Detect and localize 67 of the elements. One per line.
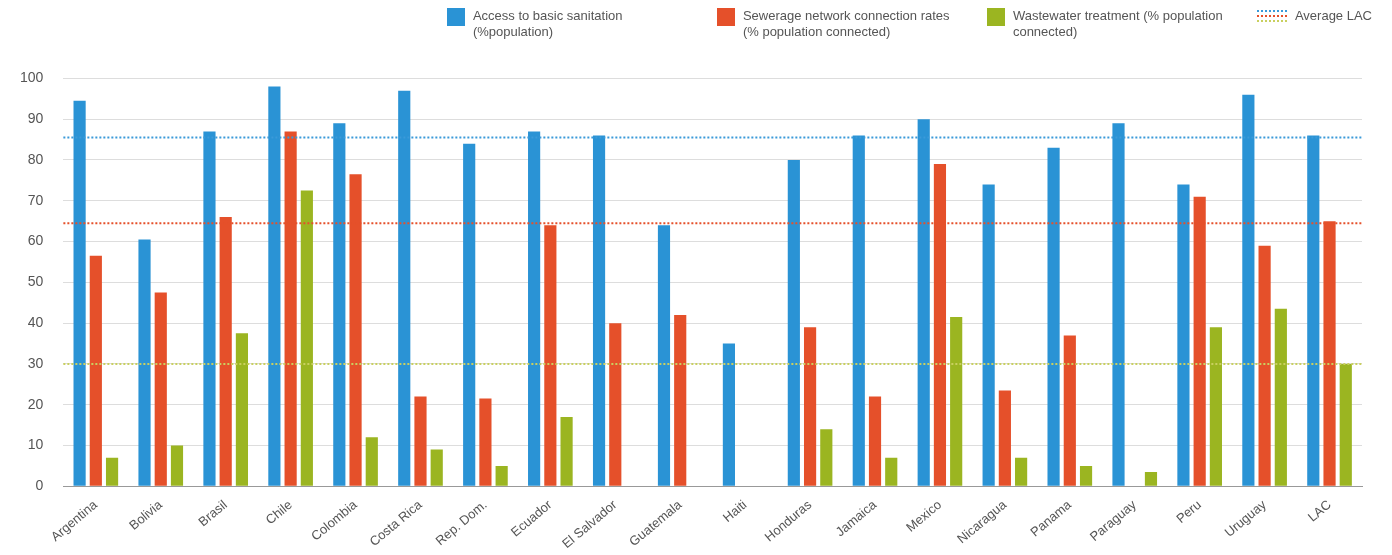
bar [138, 239, 151, 486]
bar [154, 292, 167, 486]
bar [105, 457, 119, 486]
bar [852, 135, 865, 486]
bar [787, 159, 800, 486]
bar [674, 314, 687, 486]
x-tick-label: LAC [1304, 496, 1334, 525]
y-tick-label: 90 [27, 110, 44, 127]
bar [333, 123, 346, 486]
bar [268, 86, 281, 486]
bar [203, 131, 216, 486]
bar [1339, 363, 1352, 486]
x-tick-label: Peru [1173, 496, 1204, 526]
y-tick-label: 80 [27, 150, 44, 167]
bar [592, 135, 606, 486]
bar [1063, 335, 1076, 486]
bar [1307, 135, 1320, 486]
legend-label: Wastewater treatment (% population connected) [1012, 8, 1223, 40]
bar [1047, 147, 1060, 486]
bar [1209, 327, 1222, 486]
bar [609, 323, 622, 486]
bar [1015, 457, 1028, 486]
bar [1258, 245, 1271, 486]
bar [430, 449, 443, 486]
bar [885, 457, 898, 486]
legend-label: Access to basic sanitation (%population) [472, 8, 624, 40]
bar [495, 465, 508, 486]
bar [365, 437, 378, 486]
bar [1274, 308, 1287, 486]
bar [1144, 472, 1158, 486]
bar [235, 333, 249, 486]
bar [89, 255, 102, 486]
bar [820, 429, 833, 486]
bar [950, 317, 963, 486]
bar [1242, 94, 1255, 486]
bar [998, 390, 1011, 486]
bar [1112, 123, 1125, 486]
bar [560, 416, 573, 486]
bar [1177, 184, 1190, 486]
y-tick-label: 100 [20, 69, 44, 86]
bar [479, 398, 492, 486]
y-tick-label: 50 [27, 273, 44, 290]
bar [1079, 465, 1093, 486]
x-tick-label: Chile [262, 496, 295, 528]
y-tick-label: 10 [27, 436, 44, 453]
bar [463, 143, 476, 486]
legend-label: Sewerage network connection rates (% population connected) [742, 8, 951, 40]
bar [73, 100, 86, 486]
bar [722, 343, 735, 486]
x-tick-label: Rep. Dom. [432, 496, 490, 549]
legend-label: Average LAC [1294, 8, 1372, 24]
bar [398, 90, 411, 486]
bar [414, 396, 427, 486]
bar [868, 396, 882, 486]
bar [982, 184, 995, 486]
bar [917, 119, 930, 486]
y-tick-label: 60 [27, 232, 44, 249]
bar [300, 190, 313, 486]
bar [528, 131, 541, 486]
y-tick-label: 30 [27, 354, 44, 371]
y-tick-label: 70 [27, 191, 44, 208]
y-tick-label: 40 [27, 314, 44, 331]
bar [803, 327, 817, 486]
bar [170, 445, 184, 486]
bar [657, 225, 671, 486]
y-tick-label: 20 [27, 395, 44, 412]
y-tick-label: 0 [35, 477, 44, 494]
